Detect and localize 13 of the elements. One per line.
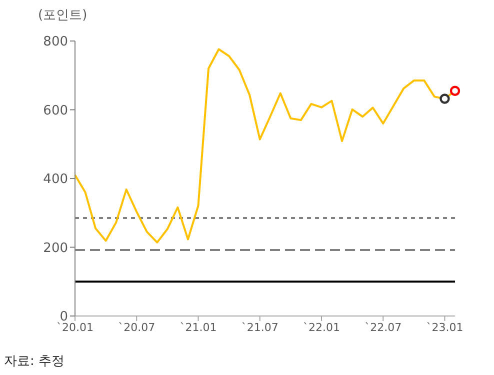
x-tick-label: `21.01 (180, 320, 217, 334)
y-axis-title: (포인트) (38, 7, 88, 24)
x-tick-label: `20.01 (56, 320, 94, 334)
y-tick-label: 200 (43, 240, 68, 256)
y-tick-label: 400 (43, 172, 68, 188)
x-tick-label: `23.01 (426, 320, 464, 334)
x-tick-label: `22.07 (364, 320, 402, 334)
text: 자료: 추정 (4, 353, 65, 370)
x-tick-label: `21.07 (241, 320, 278, 334)
y-tick-label: 800 (43, 34, 68, 50)
y-tick-label: 600 (43, 103, 68, 118)
x-tick-label: `20.07 (118, 320, 156, 334)
x-tick-label: `22.01 (302, 320, 340, 334)
